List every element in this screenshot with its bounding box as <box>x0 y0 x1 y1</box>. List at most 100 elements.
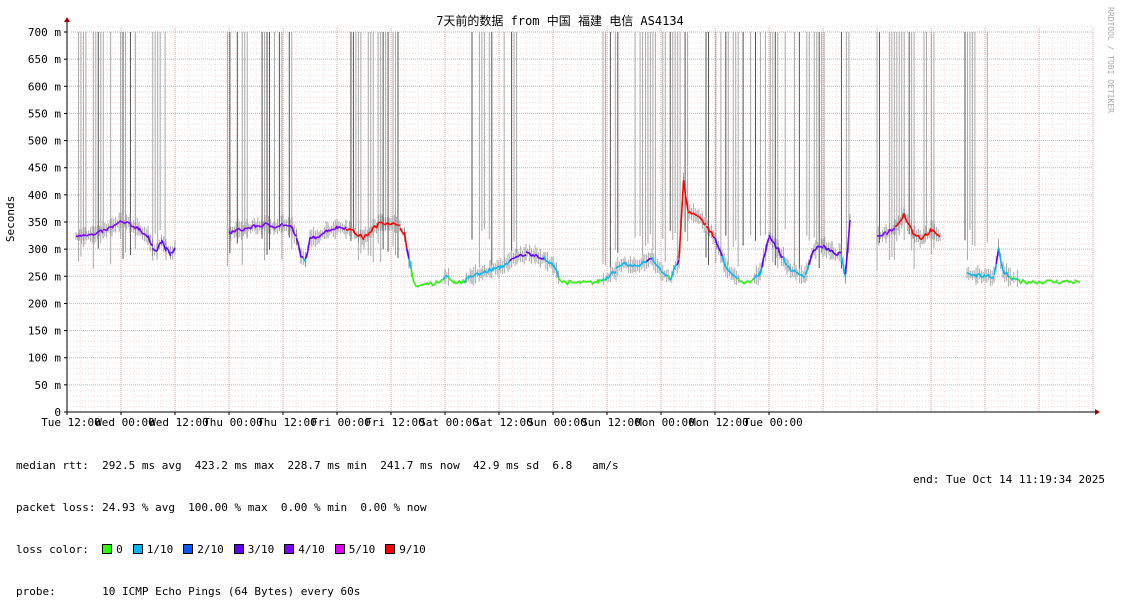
median-rtt-segment <box>596 280 598 283</box>
x-tick-label: Thu 12:00 <box>257 416 317 429</box>
x-tick-label: Sun 00:00 <box>527 416 587 429</box>
median-rtt-segment <box>746 281 748 283</box>
median-rtt-segment <box>321 234 323 235</box>
median-rtt-segment <box>747 281 749 282</box>
median-rtt-segment <box>450 280 452 282</box>
median-rtt-segment <box>1023 280 1025 283</box>
median-rtt-segment <box>411 269 413 282</box>
y-tick-label: 450 m <box>28 162 61 175</box>
median-rtt-segment <box>576 282 578 283</box>
loss-color-label-text: 2/10 <box>197 543 224 556</box>
median-rtt-segment <box>891 230 893 231</box>
median-rtt-segment <box>810 253 812 260</box>
median-rtt-segment <box>350 229 352 230</box>
median-rtt-segment <box>117 222 119 223</box>
median-rtt-segment <box>416 286 418 287</box>
median-rtt-segment <box>593 282 595 284</box>
median-rtt-segment <box>497 266 499 267</box>
y-tick-label: 700 m <box>28 26 61 39</box>
median-rtt-segment <box>848 220 850 248</box>
median-rtt-segment <box>814 250 816 251</box>
probe-line: probe: 10 ICMP Echo Pings (64 Bytes) eve… <box>16 585 619 599</box>
median-rtt-segment <box>1077 281 1079 282</box>
median-rtt-segment <box>283 225 285 226</box>
median-rtt-segment <box>744 283 746 284</box>
median-rtt-segment <box>620 265 622 266</box>
median-rtt-segment <box>486 272 488 273</box>
loss-color-item: 5/10 <box>335 543 376 556</box>
y-tick-label: 200 m <box>28 297 61 310</box>
median-rtt-segment <box>440 280 442 282</box>
median-rtt-segment <box>447 276 449 277</box>
loss-color-swatch <box>335 544 345 554</box>
y-tick-label: 150 m <box>28 325 61 338</box>
loss-color-label-text: 5/10 <box>349 543 376 556</box>
median-rtt-segment <box>526 252 528 253</box>
median-rtt-segment <box>834 253 836 254</box>
median-rtt-segment <box>645 262 647 263</box>
median-rtt-segment <box>884 232 886 233</box>
median-rtt-segment <box>323 233 325 234</box>
x-tick-label: Fri 00:00 <box>311 416 371 429</box>
x-tick-label: Wed 12:00 <box>149 416 209 429</box>
median-rtt-segment <box>967 273 969 274</box>
median-rtt-segment <box>996 249 998 264</box>
median-rtt-segment <box>648 258 650 259</box>
loss-color-label: loss color: <box>16 543 89 556</box>
median-rtt-segment <box>992 277 994 278</box>
median-rtt-segment <box>895 226 897 227</box>
median-rtt-segment <box>274 228 276 229</box>
loss-color-label-text: 9/10 <box>399 543 426 556</box>
y-axis-arrow <box>64 17 70 22</box>
median-rtt-segment <box>846 248 848 274</box>
loss-color-item: 1/10 <box>133 543 174 556</box>
median-rtt-segment <box>749 282 751 283</box>
median-rtt-segment <box>418 286 420 287</box>
loss-color-swatch <box>183 544 193 554</box>
loss-color-label-text: 1/10 <box>147 543 174 556</box>
grid <box>67 27 1093 412</box>
x-tick-label: Wed 00:00 <box>95 416 155 429</box>
median-rtt-segment <box>515 256 517 257</box>
median-rtt-segment <box>461 281 463 283</box>
median-rtt-segment <box>395 223 397 224</box>
median-rtt-segment <box>472 276 474 277</box>
loss-color-swatch <box>385 544 395 554</box>
median-rtt-segment <box>713 237 715 238</box>
median-rtt-segment <box>663 273 665 274</box>
loss-color-swatch <box>133 544 143 554</box>
y-tick-label: 600 m <box>28 80 61 93</box>
median-rtt-segment <box>681 181 683 221</box>
loss-color-item: 2/10 <box>183 543 224 556</box>
median-rtt-segment <box>238 228 240 229</box>
median-rtt-segment <box>936 234 938 235</box>
median-rtt-segment <box>567 281 569 285</box>
x-tick-label: Mon 12:00 <box>689 416 749 429</box>
median-rtt-segment <box>618 266 620 267</box>
median-rtt-segment <box>339 227 341 228</box>
loss-color-label-text: 3/10 <box>248 543 275 556</box>
y-tick-label: 350 m <box>28 216 61 229</box>
median-rtt-segment <box>398 225 400 226</box>
chart-title: 7天前的数据 from 中国 福建 电信 AS4134 <box>436 13 684 28</box>
median-rtt-segment <box>125 222 127 223</box>
median-rtt-segment <box>94 234 96 235</box>
y-tick-label: 500 m <box>28 135 61 148</box>
median-rtt-segment <box>456 283 458 284</box>
median-rtt-segment <box>584 281 586 282</box>
median-rtt-segment <box>823 245 825 246</box>
median-rtt-segment <box>999 247 1001 260</box>
median-rtt-segment <box>1057 282 1059 283</box>
median-rtt-segment <box>98 231 100 232</box>
median-rtt-segment <box>441 280 443 281</box>
median-rtt-segment <box>1039 282 1041 283</box>
median-rtt-segment <box>144 234 146 235</box>
median-rtt-segment <box>564 281 566 282</box>
x-tick-label: Thu 00:00 <box>203 416 263 429</box>
end-time: end: Tue Oct 14 11:19:34 2025 <box>913 473 1105 486</box>
median-rtt-segment <box>422 284 424 285</box>
